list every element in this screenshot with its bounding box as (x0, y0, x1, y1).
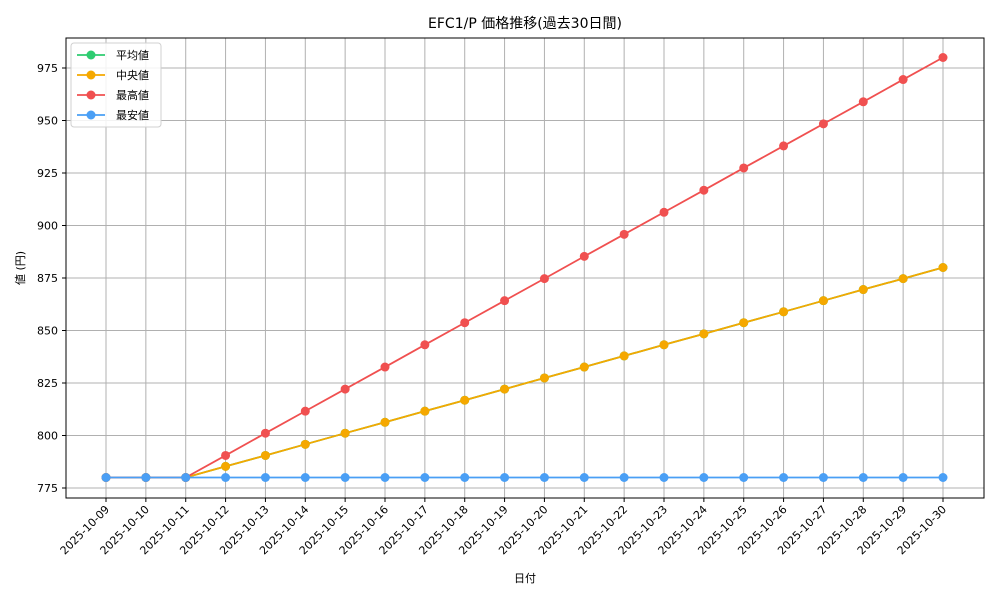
data-point (779, 473, 789, 482)
data-point (300, 439, 310, 449)
legend-marker (86, 50, 96, 60)
data-point (619, 473, 629, 482)
data-point (898, 473, 908, 482)
y-tick-label: 900 (37, 220, 58, 233)
legend-marker (86, 70, 96, 80)
data-point (699, 185, 709, 195)
y-axis: 775 800 825 850 875 900 925 950 975 (37, 62, 66, 495)
y-tick-label: 875 (37, 272, 58, 285)
series-1 (101, 263, 948, 482)
data-point (221, 473, 231, 482)
data-point (739, 318, 749, 328)
data-point (460, 318, 470, 328)
data-point (500, 296, 510, 306)
series-0 (101, 263, 948, 482)
data-point (619, 229, 629, 239)
data-point (500, 473, 510, 482)
data-point (938, 473, 948, 482)
data-series (101, 53, 948, 482)
data-point (659, 207, 669, 217)
data-point (340, 428, 350, 438)
data-point (340, 384, 350, 394)
y-tick-label: 950 (37, 115, 58, 128)
legend-label: 最高値 (116, 88, 149, 102)
data-point (420, 340, 430, 350)
y-tick-label: 825 (37, 377, 58, 390)
y-tick-label: 800 (37, 430, 58, 443)
y-tick-label: 975 (37, 62, 58, 75)
data-point (579, 473, 589, 482)
legend-label: 最安値 (116, 108, 149, 122)
x-axis-label: 日付 (514, 572, 536, 585)
y-axis-label: 値 (円) (14, 251, 27, 285)
y-tick-label: 775 (37, 482, 58, 495)
legend-marker (86, 90, 96, 100)
data-point (818, 119, 828, 129)
data-point (221, 450, 231, 460)
data-point (539, 373, 549, 383)
legend-label: 平均値 (116, 49, 149, 62)
data-point (460, 395, 470, 405)
data-point (858, 97, 868, 107)
data-point (101, 473, 111, 482)
data-point (460, 473, 470, 482)
data-point (858, 473, 868, 482)
data-point (619, 351, 629, 361)
data-point (141, 473, 151, 482)
data-point (739, 163, 749, 173)
data-point (818, 473, 828, 482)
data-point (699, 329, 709, 339)
data-point (898, 274, 908, 284)
data-point (181, 473, 191, 482)
data-point (699, 473, 709, 482)
data-point (779, 141, 789, 151)
data-point (260, 428, 270, 438)
data-point (858, 285, 868, 295)
series-line (106, 266, 944, 479)
data-point (260, 450, 270, 460)
data-point (739, 473, 749, 482)
legend-marker (86, 110, 96, 120)
legend-box (70, 42, 162, 128)
grid-lines (66, 38, 984, 498)
data-point (779, 307, 789, 317)
data-point (539, 274, 549, 284)
data-point (380, 417, 390, 427)
data-point (420, 406, 430, 416)
data-point (380, 473, 390, 482)
series-3 (101, 473, 948, 482)
data-point (659, 340, 669, 350)
data-point (420, 473, 430, 482)
y-tick-label: 925 (37, 167, 58, 180)
data-point (659, 473, 669, 482)
data-point (260, 473, 270, 482)
data-point (340, 473, 350, 482)
x-axis: 2025-10-092025-10-102025-10-112025-10-12… (58, 498, 949, 557)
chart-title: EFC1/P 価格推移(過去30日間) (428, 16, 622, 32)
data-point (898, 75, 908, 85)
data-point (500, 384, 510, 394)
data-point (938, 53, 948, 62)
legend-label: 中央値 (116, 69, 149, 82)
series-2 (101, 53, 948, 482)
data-point (579, 251, 589, 261)
data-point (539, 473, 549, 482)
data-point (300, 473, 310, 482)
plot-frame (65, 37, 985, 499)
data-point (300, 406, 310, 416)
data-point (818, 296, 828, 306)
data-point (380, 362, 390, 372)
series-line (106, 56, 944, 479)
data-point (938, 263, 948, 272)
series-line (106, 266, 944, 479)
y-tick-label: 850 (37, 325, 58, 338)
data-point (579, 362, 589, 372)
data-point (221, 461, 231, 471)
